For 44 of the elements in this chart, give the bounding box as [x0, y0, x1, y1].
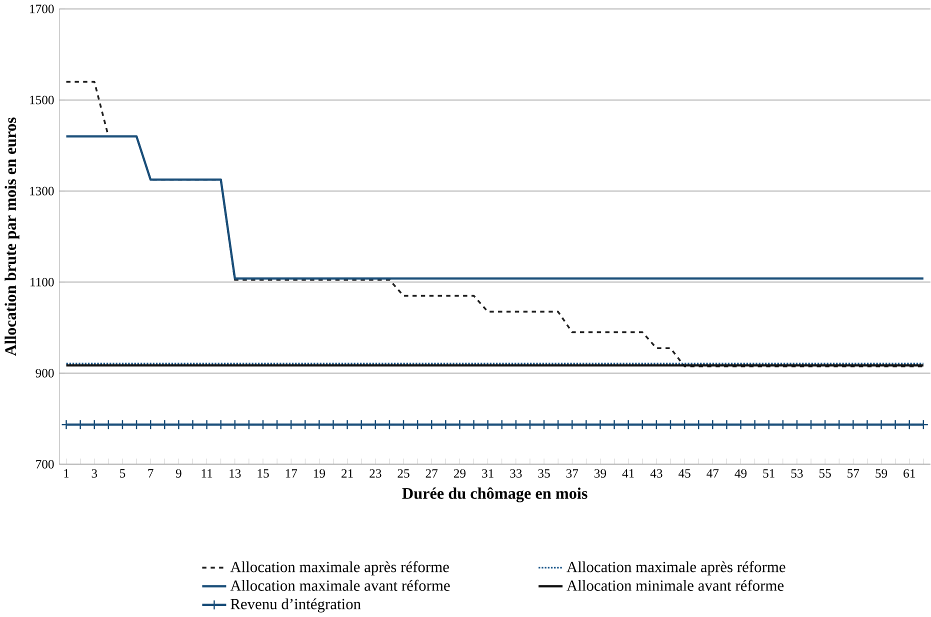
x-tick-label: 53 — [791, 469, 803, 478]
x-tick-label: 35 — [538, 469, 550, 478]
x-tick-label: 57 — [848, 469, 860, 478]
legend-label: Allocation maximale après réforme — [566, 561, 786, 576]
x-tick-label: 21 — [342, 469, 353, 478]
x-tick-label: 59 — [876, 469, 888, 478]
x-axis-title: Durée du chômage en mois — [402, 487, 588, 502]
x-tick-label: 43 — [650, 469, 662, 478]
x-tick-label: 9 — [176, 469, 182, 478]
x-tick-label: 15 — [258, 469, 269, 478]
x-tick-label: 33 — [510, 469, 522, 478]
x-tick-label: 3 — [92, 469, 98, 478]
x-tick-label: 47 — [706, 469, 719, 478]
x-tick-label: 25 — [398, 469, 410, 478]
x-tick-label: 29 — [454, 469, 466, 478]
y-tick-label: 900 — [36, 368, 54, 378]
x-tick-label: 7 — [148, 469, 154, 478]
x-tick-label: 27 — [426, 469, 438, 478]
x-tick-label: 41 — [622, 469, 634, 478]
legend-label: Allocation minimale avant réforme — [566, 580, 784, 591]
y-tick-label: 1300 — [30, 186, 54, 196]
x-tick-label: 17 — [286, 469, 298, 478]
y-tick-label: 1100 — [30, 278, 54, 286]
legend-label: Allocation maximale après réforme — [230, 561, 449, 576]
y-axis-title: Allocation brute par mois en euros — [4, 118, 20, 356]
y-tick-label: 700 — [36, 460, 54, 469]
y-tick-label: 1700 — [30, 4, 54, 14]
x-tick-label: 11 — [202, 469, 212, 478]
x-tick-label: 23 — [370, 469, 382, 478]
x-tick-label: 19 — [314, 469, 325, 478]
x-tick-label: 51 — [763, 469, 774, 478]
x-tick-label: 13 — [230, 469, 241, 478]
x-tick-label: 5 — [120, 469, 126, 478]
x-tick-label: 39 — [594, 469, 606, 478]
x-tick-label: 61 — [904, 469, 915, 478]
x-tick-label: 55 — [819, 469, 831, 478]
x-tick-label: 49 — [734, 469, 747, 478]
y-tick-label: 1500 — [30, 96, 54, 104]
x-tick-label: 45 — [678, 469, 690, 478]
x-tick-label: 31 — [482, 469, 494, 478]
legend-label: Allocation maximale avant réforme — [230, 580, 450, 591]
x-tick-label: 37 — [566, 469, 578, 478]
legend-label: Revenu d’intégration — [230, 598, 361, 613]
x-tick-label: 1 — [64, 469, 69, 478]
